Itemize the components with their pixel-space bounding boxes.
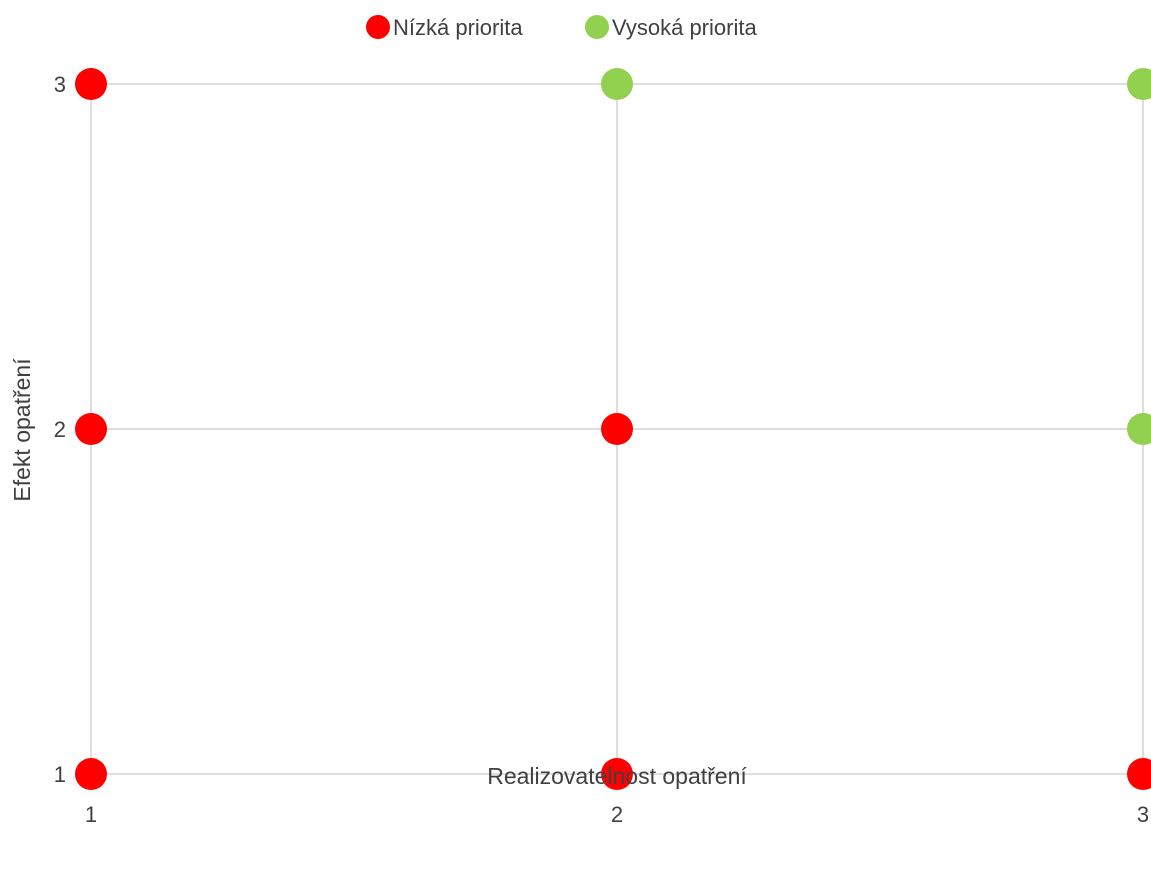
legend-label: Nízká priorita (393, 15, 523, 40)
data-point-low-priority (75, 68, 107, 100)
x-tick-label: 2 (611, 802, 623, 827)
legend-marker (366, 15, 390, 39)
data-point-low-priority (1127, 758, 1151, 790)
data-point-low-priority (75, 413, 107, 445)
y-axis-title: Efekt opatření (9, 358, 35, 502)
x-tick-label: 3 (1137, 802, 1149, 827)
data-point-low-priority (601, 413, 633, 445)
x-tick-label: 1 (85, 802, 97, 827)
data-point-high-priority (601, 68, 633, 100)
y-tick-label: 1 (54, 762, 66, 787)
data-points (75, 68, 1151, 790)
x-axis-title: Realizovatelnost opatření (487, 763, 747, 789)
data-point-high-priority (1127, 68, 1151, 100)
y-tick-label: 3 (54, 72, 66, 97)
tick-labels: 1 2 3 1 2 3 (54, 72, 1149, 827)
data-point-low-priority (75, 758, 107, 790)
data-point-low-priority (601, 758, 633, 790)
legend-marker (585, 15, 609, 39)
legend-label: Vysoká priorita (612, 15, 757, 40)
data-point-high-priority (1127, 413, 1151, 445)
legend: Nízká priorita Vysoká priorita (366, 15, 757, 40)
y-tick-label: 2 (54, 417, 66, 442)
